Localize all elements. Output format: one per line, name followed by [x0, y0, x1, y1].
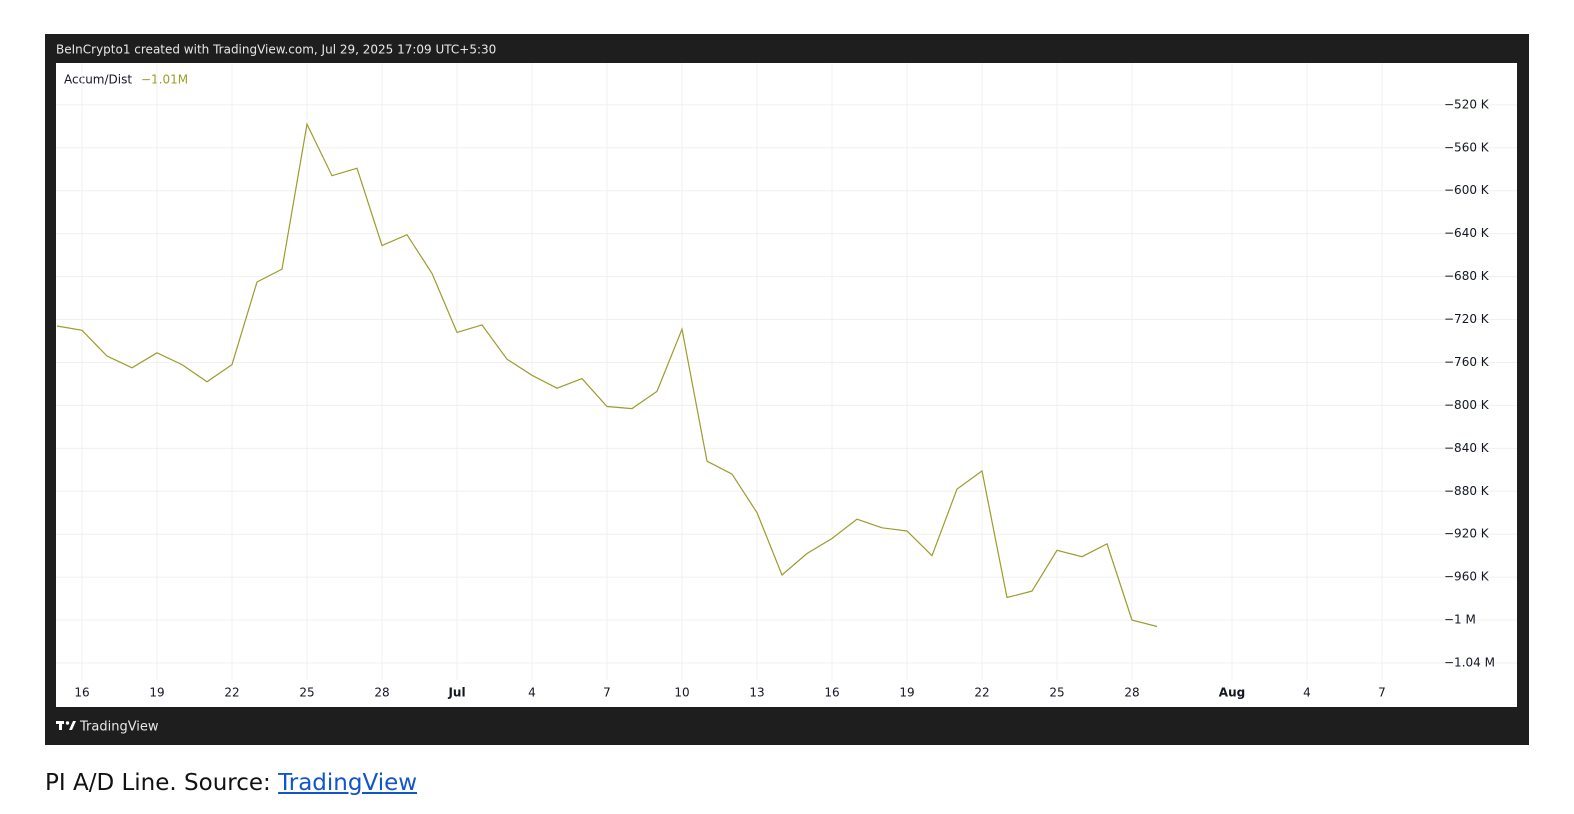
x-tick-label: 7 — [603, 686, 611, 700]
x-tick-label: 13 — [749, 686, 764, 700]
x-tick-label: 16 — [824, 686, 839, 700]
y-tick-label: −760 K — [1444, 355, 1490, 369]
legend-name: Accum/Dist — [64, 73, 132, 87]
y-tick-label: −640 K — [1444, 226, 1490, 240]
y-tick-label: −880 K — [1444, 484, 1490, 498]
x-tick-label: 10 — [674, 686, 689, 700]
y-tick-label: −920 K — [1444, 527, 1490, 541]
x-tick-label: 19 — [899, 686, 914, 700]
x-tick-label: 25 — [299, 686, 314, 700]
plot-area — [56, 63, 1517, 707]
x-tick-label: 22 — [224, 686, 239, 700]
x-tick-label: 4 — [1303, 686, 1311, 700]
y-tick-label: −680 K — [1444, 269, 1490, 283]
data-line — [56, 122, 1158, 628]
x-tick-label: 28 — [374, 686, 389, 700]
chart: BeInCrypto1 created with TradingView.com… — [45, 34, 1529, 745]
y-tick-label: −600 K — [1444, 183, 1490, 197]
y-tick-label: −720 K — [1444, 312, 1490, 326]
y-tick-label: −840 K — [1444, 441, 1490, 455]
y-tick-label: −560 K — [1444, 140, 1490, 154]
caption-text: PI A/D Line. Source: — [45, 770, 279, 796]
x-tick-label: Aug — [1219, 686, 1245, 700]
x-tick-label: 28 — [1124, 686, 1139, 700]
x-tick-label: 16 — [74, 686, 89, 700]
x-tick-label: 22 — [974, 686, 989, 700]
y-tick-label: −1.04 M — [1444, 655, 1495, 669]
y-tick-label: −960 K — [1444, 570, 1490, 584]
y-tick-label: −1 M — [1444, 613, 1476, 627]
y-tick-label: −800 K — [1444, 398, 1490, 412]
x-tick-label: 4 — [528, 686, 536, 700]
x-tick-label: 19 — [149, 686, 164, 700]
x-tick-label: 7 — [1378, 686, 1386, 700]
y-tick-label: −520 K — [1444, 97, 1490, 111]
header: BeInCrypto1 created with TradingView.com… — [56, 43, 496, 57]
brand: TradingView — [79, 720, 159, 735]
source-link[interactable]: TradingView — [278, 770, 418, 796]
x-tick-label: Jul — [447, 686, 465, 700]
legend-value: −1.01M — [141, 73, 188, 87]
brand-logo — [56, 721, 76, 730]
caption: PI A/D Line. Source: TradingView — [45, 770, 417, 796]
x-tick-label: 25 — [1049, 686, 1064, 700]
